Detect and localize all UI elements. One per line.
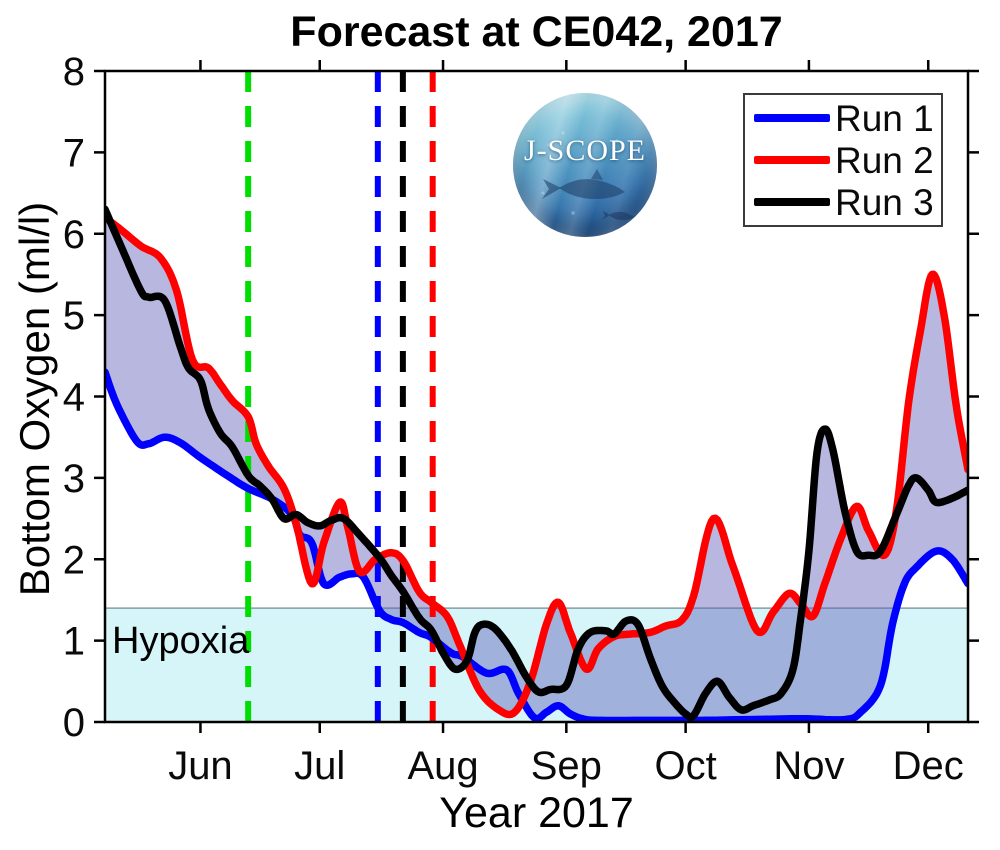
y-tick-label: 5 bbox=[63, 294, 85, 338]
y-tick-label: 7 bbox=[63, 131, 85, 175]
legend-label: Run 3 bbox=[835, 181, 934, 223]
run1-line-swatch bbox=[754, 114, 830, 122]
hypoxia-label: Hypoxia bbox=[112, 620, 250, 662]
bubbles bbox=[541, 131, 633, 215]
y-axis-label: Bottom Oxygen (ml/l) bbox=[11, 201, 58, 597]
fish-icon bbox=[542, 169, 625, 199]
y-tick-label: 0 bbox=[63, 701, 85, 745]
legend-item-run3: Run 3 bbox=[745, 181, 941, 223]
x-tick-label: Sep bbox=[531, 744, 602, 788]
x-axis-label: Year 2017 bbox=[439, 789, 634, 837]
x-tick-label: Jul bbox=[294, 744, 345, 788]
jscope-logo: J-SCOPE bbox=[513, 93, 657, 237]
run3-line-swatch bbox=[754, 198, 830, 206]
legend: Run 1 Run 2 Run 3 bbox=[743, 93, 943, 227]
chart-title: Forecast at CE042, 2017 bbox=[290, 8, 783, 56]
y-tick-label: 2 bbox=[63, 538, 85, 582]
legend-label: Run 1 bbox=[835, 97, 934, 139]
y-tick-label: 8 bbox=[63, 50, 85, 94]
small-fish-icon bbox=[602, 211, 634, 220]
x-tick-label: Dec bbox=[893, 744, 964, 788]
y-tick-label: 4 bbox=[63, 376, 85, 420]
x-tick-label: Nov bbox=[773, 744, 844, 788]
x-tick-label: Jun bbox=[168, 744, 233, 788]
y-tick-label: 3 bbox=[63, 457, 85, 501]
run2-line-swatch bbox=[754, 156, 830, 164]
legend-item-run2: Run 2 bbox=[745, 139, 941, 181]
legend-label: Run 2 bbox=[835, 139, 934, 181]
y-tick-label: 6 bbox=[63, 213, 85, 257]
ocean-art bbox=[541, 131, 634, 220]
logo-text: J-SCOPE bbox=[523, 134, 647, 167]
legend-item-run1: Run 1 bbox=[745, 97, 941, 139]
x-tick-label: Aug bbox=[407, 744, 478, 788]
y-tick-label: 1 bbox=[63, 620, 85, 664]
x-tick-label: Oct bbox=[655, 744, 717, 788]
